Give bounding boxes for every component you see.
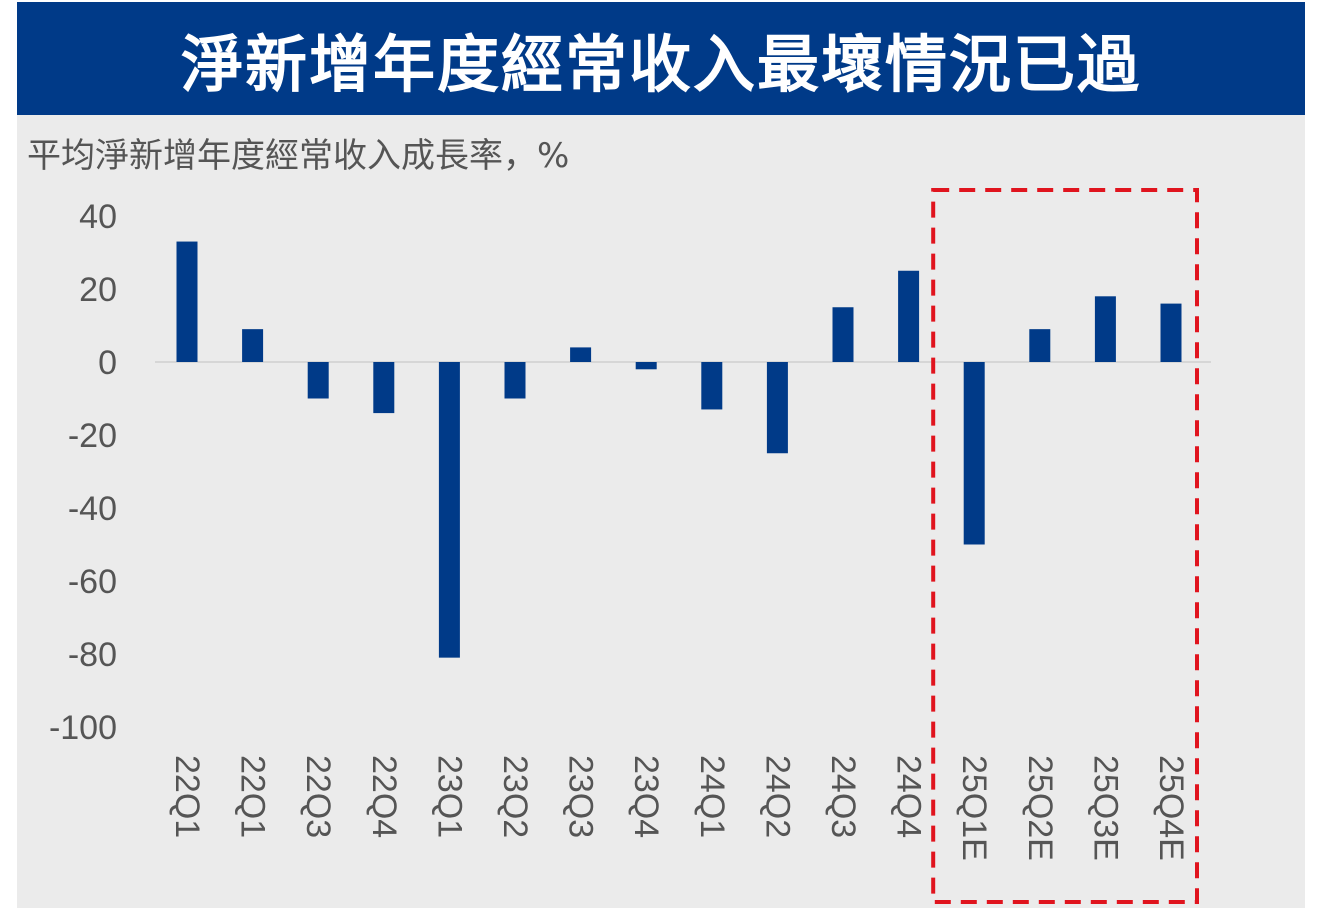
chart-subtitle: 平均淨新增年度經常收入成長率，% — [27, 136, 570, 176]
x-tick-label: 25Q2E — [1021, 755, 1059, 861]
bar-24q1 — [701, 362, 723, 410]
x-tick-label: 23Q3 — [562, 755, 600, 838]
y-tick-label: 40 — [79, 198, 117, 236]
x-tick-label: 25Q1E — [955, 755, 993, 861]
bar-24q2 — [766, 362, 788, 454]
x-tick-label: 23Q1 — [430, 755, 468, 838]
bar-23q4 — [635, 362, 657, 370]
bar-24q4 — [898, 270, 920, 362]
x-tick-label: 22Q3 — [299, 755, 337, 838]
bar-25q2e — [1029, 329, 1051, 362]
y-tick-label: -40 — [68, 490, 117, 528]
x-tick-label: 24Q3 — [824, 755, 862, 838]
y-tick-label: -100 — [49, 709, 117, 747]
x-tick-label: 25Q3E — [1086, 755, 1124, 861]
bar-23q1 — [438, 362, 460, 658]
bar-22q1 — [176, 241, 198, 362]
bar-23q3 — [570, 347, 592, 362]
x-tick-label: 22Q1 — [234, 755, 272, 838]
bar-24q3 — [832, 307, 854, 362]
y-tick-label: -60 — [68, 563, 117, 601]
bar-22q3 — [307, 362, 329, 399]
x-tick-label: 24Q4 — [890, 755, 928, 838]
bar-22q1 — [242, 329, 264, 362]
forecast-highlight-box — [931, 188, 1199, 904]
y-tick-label: -80 — [68, 636, 117, 674]
x-tick-label: 24Q1 — [693, 755, 731, 838]
bar-25q1e — [963, 362, 985, 545]
banner-title: 淨新增年度經常收入最壞情況已過 — [180, 27, 1141, 101]
bar-22q4 — [373, 362, 395, 414]
x-tick-label: 22Q4 — [365, 755, 403, 838]
x-tick-label: 22Q1 — [168, 755, 206, 838]
x-tick-label: 25Q4E — [1152, 755, 1190, 861]
y-tick-label: 20 — [79, 271, 117, 309]
y-tick-label: -20 — [68, 417, 117, 455]
bar-25q4e — [1160, 303, 1182, 362]
x-tick-label: 24Q2 — [758, 755, 796, 838]
title-banner: 淨新增年度經常收入最壞情況已過 — [17, 2, 1305, 115]
x-tick-label: 23Q2 — [496, 755, 534, 838]
x-tick-label: 23Q4 — [627, 755, 665, 838]
bar-23q2 — [504, 362, 526, 399]
y-tick-label: 0 — [98, 344, 117, 382]
chart-panel — [17, 115, 1305, 908]
bar-25q3e — [1094, 296, 1116, 362]
